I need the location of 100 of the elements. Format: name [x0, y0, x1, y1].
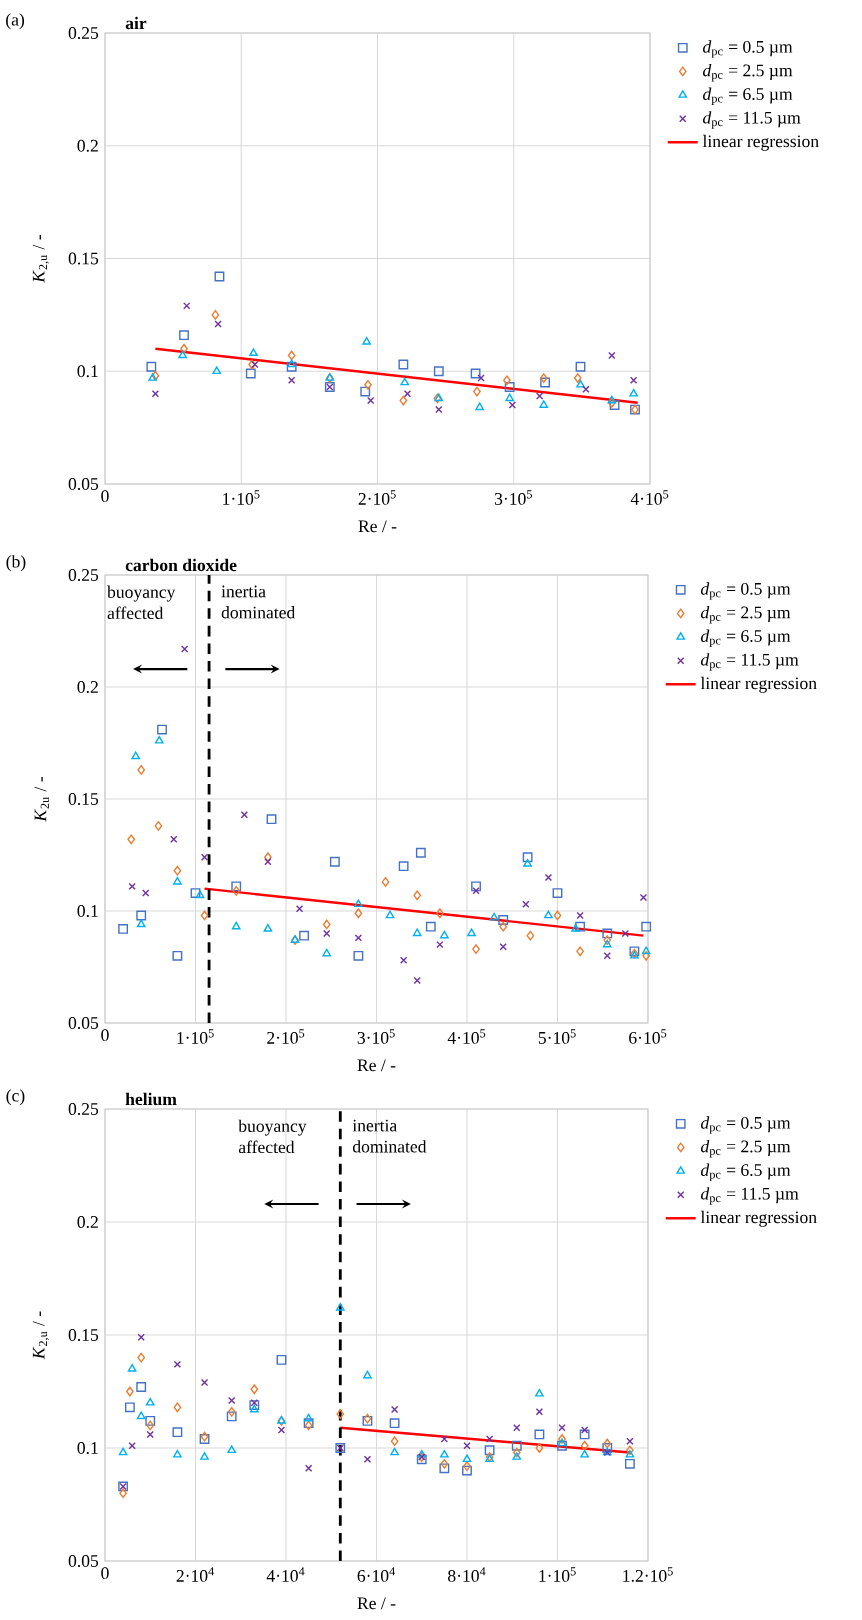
text: (b)	[6, 555, 26, 572]
point	[498, 915, 509, 925]
point	[607, 395, 617, 404]
point	[276, 1354, 287, 1365]
annotation: inertia dominated	[352, 1119, 427, 1153]
point	[534, 1429, 545, 1440]
point	[462, 1465, 472, 1476]
point	[118, 924, 129, 934]
text: (a)	[6, 13, 25, 30]
point	[146, 361, 157, 372]
point	[240, 810, 249, 819]
point	[403, 390, 412, 398]
point	[513, 1423, 521, 1432]
point	[641, 946, 651, 955]
point	[126, 1386, 134, 1397]
x-tick-label: 0	[101, 490, 109, 503]
point	[136, 910, 147, 921]
point	[540, 377, 551, 388]
point	[385, 910, 395, 919]
point	[154, 735, 164, 744]
x-tick-label: 4·10$^{5}$	[630, 490, 669, 505]
point	[433, 366, 444, 377]
point	[512, 1452, 522, 1460]
point	[264, 858, 272, 866]
point	[212, 366, 222, 375]
point	[200, 910, 209, 921]
y-tick-label: 0.15	[68, 252, 99, 265]
point	[553, 910, 562, 921]
point	[602, 939, 612, 948]
y-tick-label: 0.25	[68, 27, 99, 39]
y-tick-label: 0.2	[77, 1216, 98, 1228]
point	[353, 950, 364, 961]
point	[173, 1449, 182, 1458]
chart-title: carbon dioxide	[125, 558, 237, 572]
point	[400, 377, 410, 386]
point	[439, 1463, 450, 1474]
point	[607, 397, 616, 408]
point	[580, 1440, 589, 1451]
x-tick-label: 6·10$^{5}$	[629, 1029, 667, 1044]
legend-label: d$_{pc}$ = 6.5 µm	[703, 87, 793, 106]
point	[170, 835, 178, 844]
point	[128, 882, 136, 891]
x-tick-label: 8·10$^{4}$	[448, 1567, 486, 1582]
point	[462, 1454, 472, 1463]
y-tick-label: 0.1	[77, 905, 98, 917]
point	[173, 1402, 182, 1413]
x-tick-label: 3·10$^{5}$	[494, 490, 533, 505]
x-tick-label: 5·10$^{5}$	[538, 1029, 576, 1044]
point	[364, 379, 372, 390]
point	[363, 1455, 372, 1463]
point	[557, 1438, 567, 1447]
point	[523, 859, 532, 867]
point	[227, 1445, 237, 1454]
point	[435, 908, 444, 919]
point	[354, 899, 363, 908]
point	[195, 890, 205, 899]
point	[557, 1440, 567, 1451]
point	[180, 343, 188, 354]
point	[128, 1442, 136, 1450]
point	[484, 1445, 495, 1456]
y-axis-title: K$_{2,u}$ / -	[32, 235, 49, 283]
point	[136, 1411, 146, 1420]
y-axis-title: K$_{2u}$ / -	[34, 777, 49, 822]
x-tick-label: 2·10$^{4}$	[176, 1567, 215, 1582]
point	[609, 400, 620, 411]
x-tick-label: 1·10$^{5}$	[539, 1567, 576, 1582]
point	[544, 910, 553, 919]
point	[354, 908, 363, 919]
point	[398, 359, 409, 370]
point	[440, 930, 449, 939]
point	[472, 887, 480, 895]
y-tick-label: 0.25	[68, 569, 99, 581]
point	[575, 361, 586, 372]
point	[304, 1464, 313, 1473]
point	[602, 928, 613, 939]
text: (c)	[6, 1089, 25, 1106]
point	[389, 1418, 400, 1429]
legend-label: linear regression	[702, 134, 819, 151]
point	[575, 921, 586, 932]
point	[249, 1404, 259, 1413]
point	[499, 921, 508, 932]
point	[580, 1449, 590, 1458]
point	[463, 1461, 471, 1472]
point	[412, 928, 422, 937]
y-tick-label: 0.15	[68, 1329, 99, 1341]
point	[264, 852, 272, 863]
point	[287, 376, 296, 384]
point	[335, 1302, 345, 1311]
point	[489, 912, 499, 921]
legend-label: d$_{pc}$ = 11.5 µm	[700, 1187, 799, 1205]
point	[629, 388, 638, 397]
point	[366, 396, 375, 405]
point	[118, 1447, 128, 1456]
point	[362, 337, 371, 345]
y-tick-label: 0.05	[68, 478, 99, 490]
point	[629, 376, 638, 384]
point	[173, 865, 182, 876]
point	[603, 952, 611, 960]
point	[603, 1438, 612, 1449]
y-tick-label: 0.25	[68, 1103, 99, 1115]
